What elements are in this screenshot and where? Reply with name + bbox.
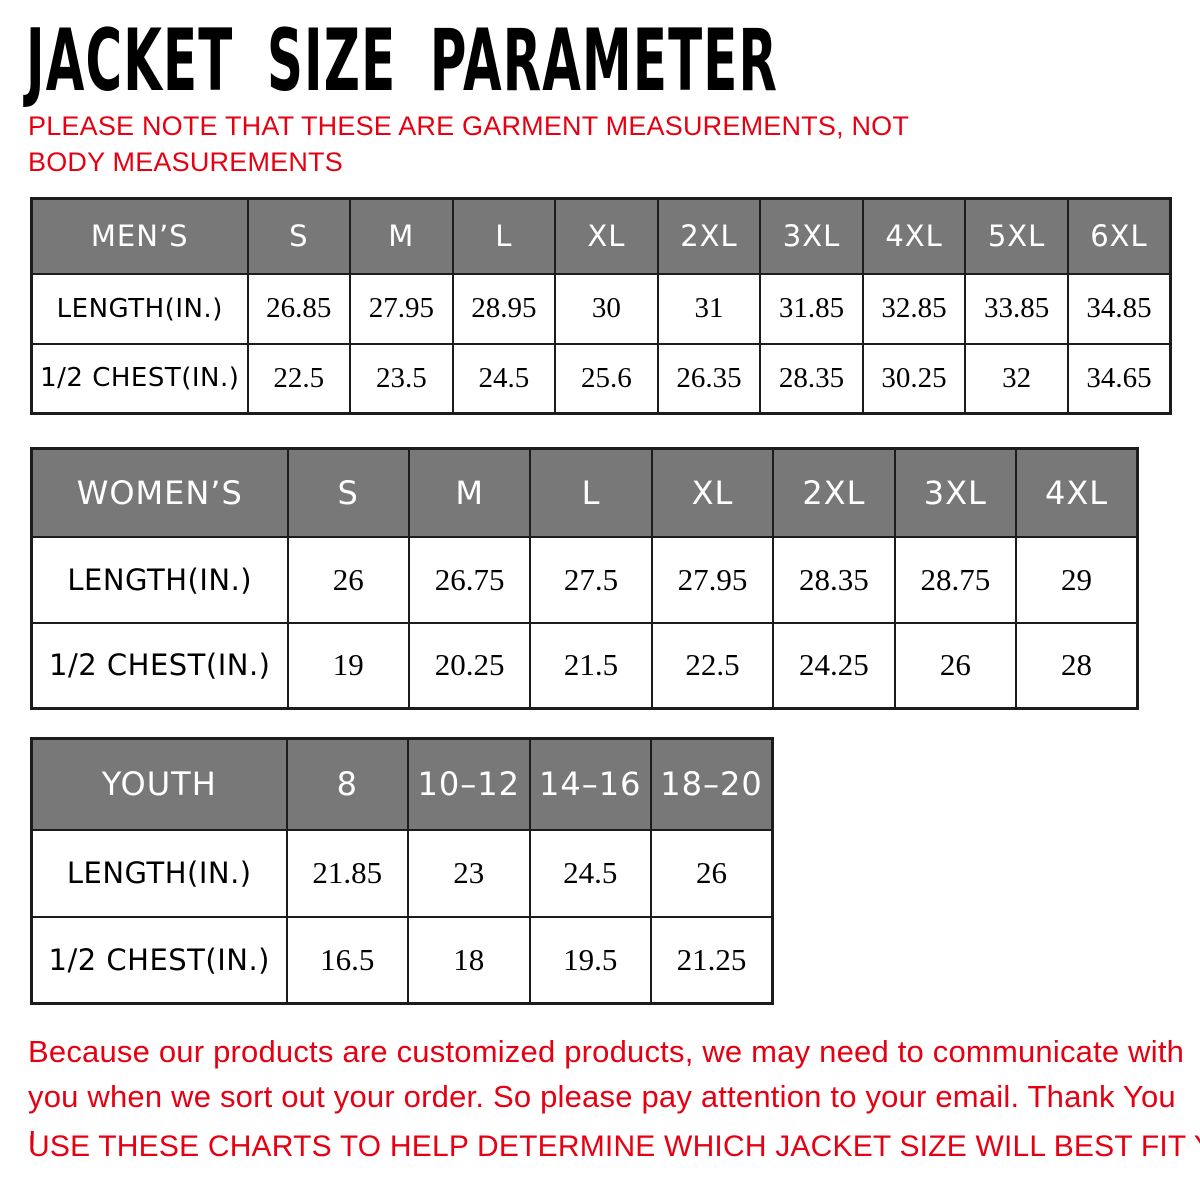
youth-table-row: 1/2 CHEST(IN.) 16.5 18 19.5 21.25 <box>30 915 774 1005</box>
youth-measurement-value: 19.5 <box>528 915 652 1005</box>
mens-size-header: 6XL <box>1066 197 1172 275</box>
womens-measurement-value: 20.25 <box>407 621 532 710</box>
womens-measurement-value: 24.25 <box>772 621 896 710</box>
youth-size-header: 14–16 <box>528 737 652 831</box>
mens-measurement-value: 26.85 <box>246 272 352 345</box>
womens-measurement-value: 26.75 <box>407 535 532 624</box>
womens-size-table: WOMEN’S S M L XL 2XL 3XL 4XL LENGTH(IN.) 26 26.75 2… <box>30 447 1139 710</box>
mens-size-header: L <box>451 197 557 275</box>
youth-size-table: YOUTH 8 10–12 14–16 18–20 LENGTH(IN.) 21.85 23 2… <box>30 737 774 1005</box>
page-title: JACKET SIZE PARAMETER <box>26 11 779 111</box>
mens-measurement-value: 30.25 <box>861 342 967 415</box>
youth-measurement-value: 21.25 <box>650 915 774 1005</box>
mens-size-header: 3XL <box>759 197 864 275</box>
youth-row-label: 1/2 CHEST(IN.) <box>30 915 288 1005</box>
womens-size-header: 3XL <box>893 447 1018 538</box>
mens-measurement-value: 31 <box>656 272 762 345</box>
youth-measurement-value: 16.5 <box>285 915 409 1005</box>
youth-size-header: 18–20 <box>650 737 774 831</box>
womens-measurement-value: 27.5 <box>529 535 653 624</box>
womens-measurement-value: 28.35 <box>772 535 896 624</box>
garment-measurement-note: PLEASE NOTE THAT THESE ARE GARMENT MEASU… <box>28 111 909 178</box>
mens-measurement-value: 26.35 <box>656 342 762 415</box>
mens-measurement-value: 23.5 <box>349 342 454 415</box>
womens-size-header: S <box>286 447 410 538</box>
mens-table-title: MEN’S <box>30 197 249 275</box>
womens-row-label: LENGTH(IN.) <box>30 535 289 624</box>
youth-table-title: YOUTH <box>30 737 288 831</box>
womens-measurement-value: 21.5 <box>529 621 653 710</box>
womens-table-row: 1/2 CHEST(IN.) 19 20.25 21.5 22.5 24.25 26 28 <box>30 621 1139 710</box>
mens-row-label: 1/2 CHEST(IN.) <box>30 342 249 415</box>
mens-size-header: S <box>246 197 352 275</box>
youth-measurement-value: 26 <box>650 828 774 918</box>
mens-size-header: XL <box>554 197 659 275</box>
womens-measurement-value: 29 <box>1015 535 1139 624</box>
womens-measurement-value: 28 <box>1015 621 1139 710</box>
womens-measurement-value: 22.5 <box>650 621 775 710</box>
mens-measurement-value: 32 <box>964 342 1069 415</box>
mens-measurement-value: 30 <box>554 272 659 345</box>
mens-size-header: M <box>349 197 454 275</box>
womens-measurement-value: 27.95 <box>650 535 775 624</box>
womens-size-header: XL <box>650 447 775 538</box>
womens-size-header: 4XL <box>1015 447 1139 538</box>
mens-measurement-value: 22.5 <box>246 342 352 415</box>
mens-measurement-value: 24.5 <box>451 342 557 415</box>
womens-size-header: 2XL <box>772 447 896 538</box>
womens-row-label: 1/2 CHEST(IN.) <box>30 621 289 710</box>
womens-table-title: WOMEN’S <box>30 447 289 538</box>
mens-measurement-value: 32.85 <box>861 272 967 345</box>
womens-measurement-value: 28.75 <box>893 535 1018 624</box>
youth-size-header: 8 <box>285 737 409 831</box>
youth-row-label: LENGTH(IN.) <box>30 828 288 918</box>
mens-measurement-value: 33.85 <box>964 272 1069 345</box>
womens-table-row: LENGTH(IN.) 26 26.75 27.5 27.95 28.35 28.75 29 <box>30 535 1139 624</box>
customization-notice: Because our products are customized prod… <box>28 1034 1185 1159</box>
mens-measurement-value: 34.65 <box>1066 342 1172 415</box>
youth-size-header: 10–12 <box>407 737 531 831</box>
youth-measurement-value: 21.85 <box>285 828 409 918</box>
womens-measurement-value: 26 <box>286 535 410 624</box>
youth-measurement-value: 24.5 <box>528 828 652 918</box>
youth-measurement-value: 23 <box>407 828 531 918</box>
mens-table-row: 1/2 CHEST(IN.) 22.5 23.5 24.5 25.6 26.35 28.35… <box>30 342 1172 415</box>
womens-size-header: L <box>529 447 653 538</box>
youth-table-row: LENGTH(IN.) 21.85 23 24.5 26 <box>30 828 774 918</box>
womens-header-row: WOMEN’S S M L XL 2XL 3XL 4XL <box>30 447 1139 538</box>
mens-row-label: LENGTH(IN.) <box>30 272 249 345</box>
mens-size-header: 2XL <box>656 197 762 275</box>
mens-header-row: MEN’S S M L XL 2XL 3XL 4XL 5XL 6XL <box>30 197 1172 275</box>
youth-measurement-value: 18 <box>407 915 531 1005</box>
mens-size-header: 4XL <box>861 197 967 275</box>
mens-size-table: MEN’S S M L XL 2XL 3XL 4XL 5XL 6XL LENGTH(IN.) 26.8… <box>30 197 1172 415</box>
womens-measurement-value: 19 <box>286 621 410 710</box>
mens-table-row: LENGTH(IN.) 26.85 27.95 28.95 30 31 31.85 32.85… <box>30 272 1172 345</box>
youth-header-row: YOUTH 8 10–12 14–16 18–20 <box>30 737 774 831</box>
mens-measurement-value: 31.85 <box>759 272 864 345</box>
mens-measurement-value: 34.85 <box>1066 272 1172 345</box>
mens-size-header: 5XL <box>964 197 1069 275</box>
mens-measurement-value: 28.35 <box>759 342 864 415</box>
mens-measurement-value: 27.95 <box>349 272 454 345</box>
mens-measurement-value: 28.95 <box>451 272 557 345</box>
mens-measurement-value: 25.6 <box>554 342 659 415</box>
womens-measurement-value: 26 <box>893 621 1018 710</box>
womens-size-header: M <box>407 447 532 538</box>
size-advice: USE THESE CHARTS TO HELP DETERMINE WHICH… <box>28 1130 1200 1163</box>
